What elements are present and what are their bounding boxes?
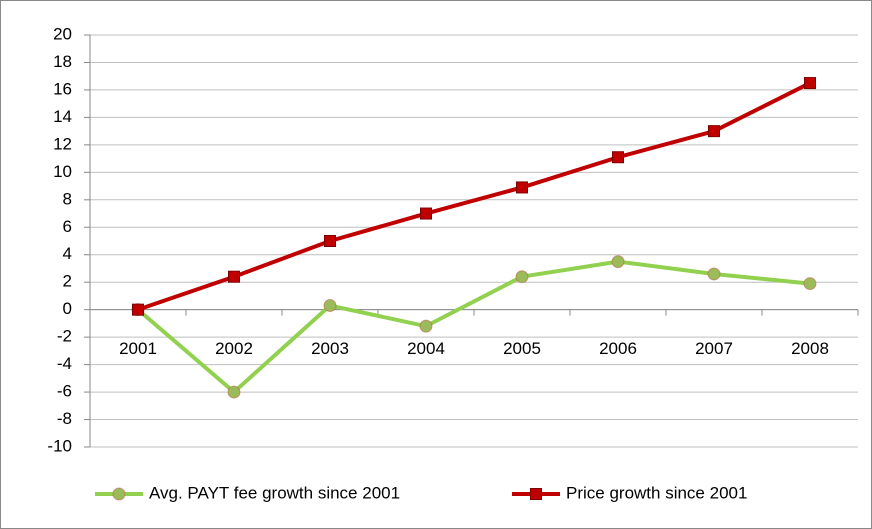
point <box>419 319 433 333</box>
x-tick-label: 2001 <box>119 339 157 358</box>
point <box>323 299 337 313</box>
legend-label: Price growth since 2001 <box>566 483 747 502</box>
x-tick-label: 2006 <box>599 339 637 358</box>
point <box>420 207 432 220</box>
point <box>227 385 241 399</box>
y-tick-label: 0 <box>63 299 72 318</box>
point <box>612 151 624 164</box>
y-tick-label: -10 <box>47 436 72 455</box>
x-tick-label: 2003 <box>311 339 349 358</box>
point <box>515 270 529 284</box>
x-tick-label: 2007 <box>695 339 733 358</box>
x-tick-label: 2008 <box>791 339 829 358</box>
y-tick-label: 16 <box>53 79 72 98</box>
series-line <box>137 81 811 312</box>
y-tick-label: 12 <box>53 134 72 153</box>
y-tick-label: 2 <box>63 272 72 291</box>
point <box>324 235 336 247</box>
y-tick-label: -2 <box>57 327 72 346</box>
x-tick-label: 2002 <box>215 339 253 358</box>
y-tick-label: 8 <box>63 189 72 208</box>
point <box>132 303 144 316</box>
x-tick-label: 2005 <box>503 339 541 358</box>
y-tick-label: -8 <box>57 409 72 428</box>
point <box>803 277 817 291</box>
y-tick-label: 20 <box>53 24 72 43</box>
point <box>708 125 720 138</box>
legend-marker <box>530 488 542 500</box>
series-line <box>136 259 811 395</box>
legend-marker <box>112 487 126 501</box>
legend-label: Avg. PAYT fee growth since 2001 <box>149 483 400 502</box>
point <box>804 77 816 90</box>
y-tick-label: 4 <box>63 244 72 263</box>
point <box>611 255 625 269</box>
point <box>228 270 240 283</box>
point <box>516 181 528 194</box>
y-tick-label: 6 <box>63 217 72 236</box>
point <box>707 267 721 281</box>
x-tick-label: 2004 <box>407 339 445 358</box>
y-tick-label: 14 <box>53 107 72 126</box>
y-tick-label: -4 <box>57 354 72 373</box>
y-tick-label: -6 <box>57 382 72 401</box>
y-tick-label: 10 <box>53 162 72 181</box>
y-tick-label: 18 <box>53 52 72 71</box>
